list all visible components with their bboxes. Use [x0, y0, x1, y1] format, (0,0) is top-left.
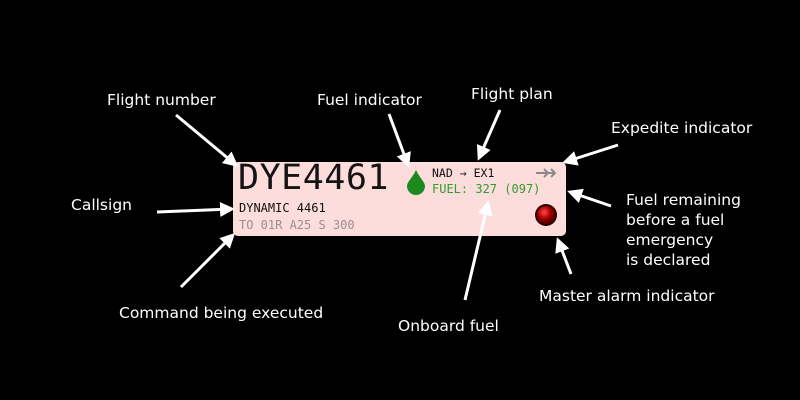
arrow-callsign	[156, 201, 235, 217]
label-fuel-remaining-line4: is declared	[626, 251, 711, 269]
plan-to: EX1	[473, 166, 495, 180]
fuel-label: FUEL:	[432, 182, 469, 196]
label-callsign: Callsign	[71, 196, 132, 214]
arrow-fuel-remaining	[567, 188, 612, 208]
command-text: TO 01R A25 S 300	[239, 218, 355, 232]
fuel-readout: FUEL: 327 (097)	[432, 182, 540, 196]
plan-from: NAD	[432, 166, 453, 180]
arrow-flight-number	[175, 113, 239, 167]
label-command: Command being executed	[119, 304, 324, 322]
label-master-alarm: Master alarm indicator	[539, 287, 715, 305]
label-fuel-remaining-line1: Fuel remaining	[626, 191, 741, 209]
arrow-expedite	[562, 143, 619, 166]
label-flight-plan: Flight plan	[471, 85, 553, 103]
fuel-remaining: (097)	[504, 182, 541, 196]
arrow-flight-plan	[476, 109, 502, 161]
label-fuel-remaining-line2: before a fuel	[626, 211, 725, 229]
arrow-master-alarm	[555, 237, 573, 275]
label-fuel-remaining: Fuel remaining before a fuel emergency i…	[626, 190, 741, 270]
fuel-drop-icon	[407, 170, 425, 195]
plan-arrow: →	[459, 166, 467, 180]
fuel-onboard: 327	[475, 182, 498, 196]
label-flight-number: Flight number	[107, 91, 216, 109]
label-fuel-remaining-line3: emergency	[626, 231, 714, 249]
label-fuel-indicator: Fuel indicator	[317, 91, 422, 109]
arrow-fuel-indicator	[387, 113, 411, 168]
master-alarm-icon[interactable]	[534, 203, 558, 227]
arrow-onboard-fuel	[463, 200, 493, 301]
expedite-arrows-icon	[536, 168, 557, 178]
callsign: DYNAMIC 4461	[239, 201, 326, 215]
flight-strip[interactable]: DYE4461 DYNAMIC 4461 TO 01R A25 S 300 NA…	[233, 158, 566, 236]
label-onboard-fuel: Onboard fuel	[398, 317, 499, 335]
label-expedite-indicator: Expedite indicator	[611, 119, 753, 137]
flight-plan: NAD → EX1	[432, 166, 494, 180]
arrow-command	[179, 232, 236, 289]
flight-number: DYE4461	[238, 158, 390, 198]
